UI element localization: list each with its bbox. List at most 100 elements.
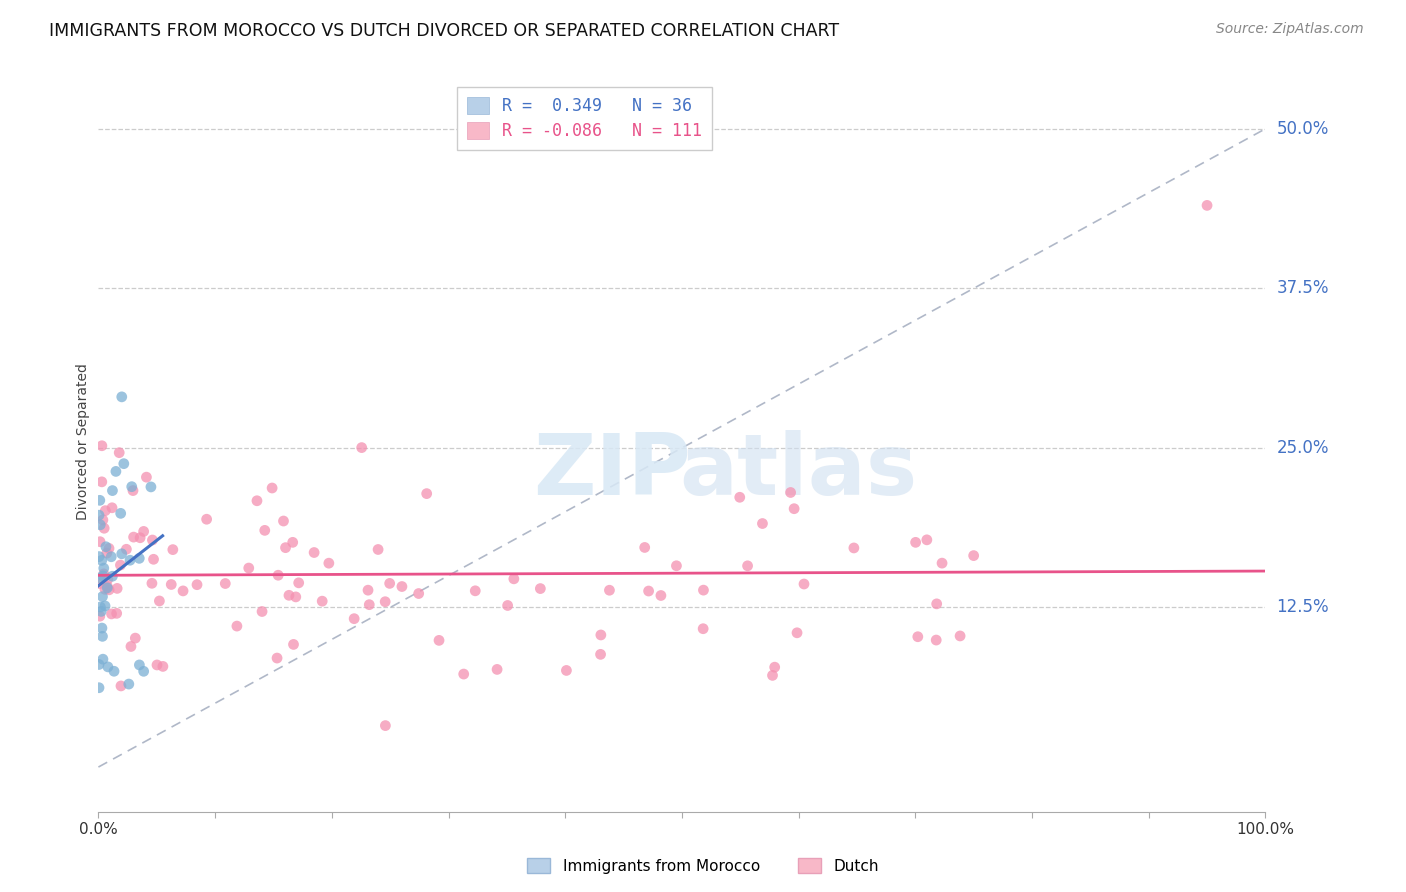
Point bbox=[87, 657, 110, 672]
Point bbox=[665, 558, 688, 573]
Point bbox=[93, 561, 115, 575]
Point bbox=[786, 625, 808, 640]
Point bbox=[98, 582, 121, 597]
Point bbox=[318, 556, 340, 570]
Point bbox=[589, 648, 612, 662]
Y-axis label: Divorced or Separated: Divorced or Separated bbox=[76, 363, 90, 520]
Point bbox=[904, 535, 927, 549]
Point bbox=[793, 577, 815, 591]
Point bbox=[98, 541, 121, 556]
Point bbox=[90, 475, 112, 489]
Point bbox=[415, 486, 437, 500]
Point bbox=[101, 500, 124, 515]
Point bbox=[89, 571, 111, 585]
Point bbox=[110, 558, 132, 572]
Point bbox=[650, 589, 672, 603]
Point bbox=[122, 483, 145, 498]
Point bbox=[96, 581, 118, 595]
Point bbox=[105, 582, 128, 596]
Point bbox=[278, 588, 301, 602]
Point bbox=[100, 607, 122, 621]
Point bbox=[496, 599, 519, 613]
Point bbox=[94, 599, 117, 613]
Legend: R =  0.349   N = 36, R = -0.086   N = 111: R = 0.349 N = 36, R = -0.086 N = 111 bbox=[457, 87, 711, 150]
Point bbox=[311, 594, 333, 608]
Point bbox=[359, 598, 381, 612]
Point bbox=[253, 524, 276, 538]
Point bbox=[100, 549, 122, 564]
Point bbox=[91, 590, 114, 604]
Point bbox=[90, 553, 112, 567]
Point bbox=[763, 660, 786, 674]
Point bbox=[93, 566, 115, 581]
Point bbox=[96, 579, 118, 593]
Point bbox=[87, 681, 110, 695]
Point bbox=[129, 531, 152, 545]
Point bbox=[378, 576, 401, 591]
Point bbox=[238, 561, 260, 575]
Point bbox=[283, 637, 305, 651]
Point bbox=[737, 558, 759, 573]
Point bbox=[141, 576, 163, 591]
Point bbox=[118, 677, 141, 691]
Text: 25.0%: 25.0% bbox=[1277, 439, 1329, 457]
Point bbox=[284, 590, 307, 604]
Point bbox=[162, 542, 184, 557]
Point bbox=[89, 576, 111, 591]
Point bbox=[266, 651, 288, 665]
Point bbox=[91, 652, 114, 666]
Point bbox=[907, 630, 929, 644]
Text: 50.0%: 50.0% bbox=[1277, 120, 1329, 137]
Point bbox=[302, 545, 325, 559]
Point bbox=[350, 441, 373, 455]
Point bbox=[453, 667, 475, 681]
Point bbox=[111, 390, 134, 404]
Point bbox=[94, 582, 117, 597]
Text: IMMIGRANTS FROM MOROCCO VS DUTCH DIVORCED OR SEPARATED CORRELATION CHART: IMMIGRANTS FROM MOROCCO VS DUTCH DIVORCE… bbox=[49, 22, 839, 40]
Text: 37.5%: 37.5% bbox=[1277, 279, 1329, 297]
Point bbox=[97, 572, 120, 586]
Point bbox=[374, 595, 396, 609]
Point bbox=[783, 501, 806, 516]
Text: Source: ZipAtlas.com: Source: ZipAtlas.com bbox=[1216, 22, 1364, 37]
Point bbox=[91, 513, 114, 527]
Point bbox=[112, 457, 135, 471]
Legend: Immigrants from Morocco, Dutch: Immigrants from Morocco, Dutch bbox=[522, 852, 884, 880]
Point bbox=[214, 576, 236, 591]
Point bbox=[949, 629, 972, 643]
Point bbox=[374, 718, 396, 732]
Point bbox=[135, 470, 157, 484]
Point bbox=[89, 609, 111, 624]
Point bbox=[110, 679, 132, 693]
Point bbox=[94, 540, 117, 554]
Point bbox=[89, 534, 111, 549]
Point bbox=[728, 490, 751, 504]
Point bbox=[128, 551, 150, 566]
Point bbox=[160, 577, 183, 591]
Point bbox=[120, 640, 142, 654]
Point bbox=[842, 541, 865, 555]
Text: 12.5%: 12.5% bbox=[1277, 599, 1329, 616]
Point bbox=[925, 597, 948, 611]
Point bbox=[90, 439, 112, 453]
Point bbox=[132, 665, 155, 679]
Point bbox=[367, 542, 389, 557]
Point bbox=[408, 586, 430, 600]
Point bbox=[101, 483, 124, 498]
Point bbox=[146, 657, 169, 672]
Point bbox=[925, 633, 948, 648]
Point bbox=[122, 530, 145, 544]
Point bbox=[692, 583, 714, 598]
Point bbox=[148, 594, 170, 608]
Point bbox=[391, 580, 413, 594]
Point bbox=[87, 508, 110, 523]
Point bbox=[101, 569, 124, 583]
Point bbox=[486, 662, 509, 676]
Text: atlas: atlas bbox=[679, 430, 918, 513]
Point bbox=[128, 657, 150, 672]
Point bbox=[427, 633, 450, 648]
Point bbox=[87, 549, 110, 564]
Point bbox=[115, 542, 138, 557]
Point bbox=[281, 535, 304, 549]
Point bbox=[502, 572, 524, 586]
